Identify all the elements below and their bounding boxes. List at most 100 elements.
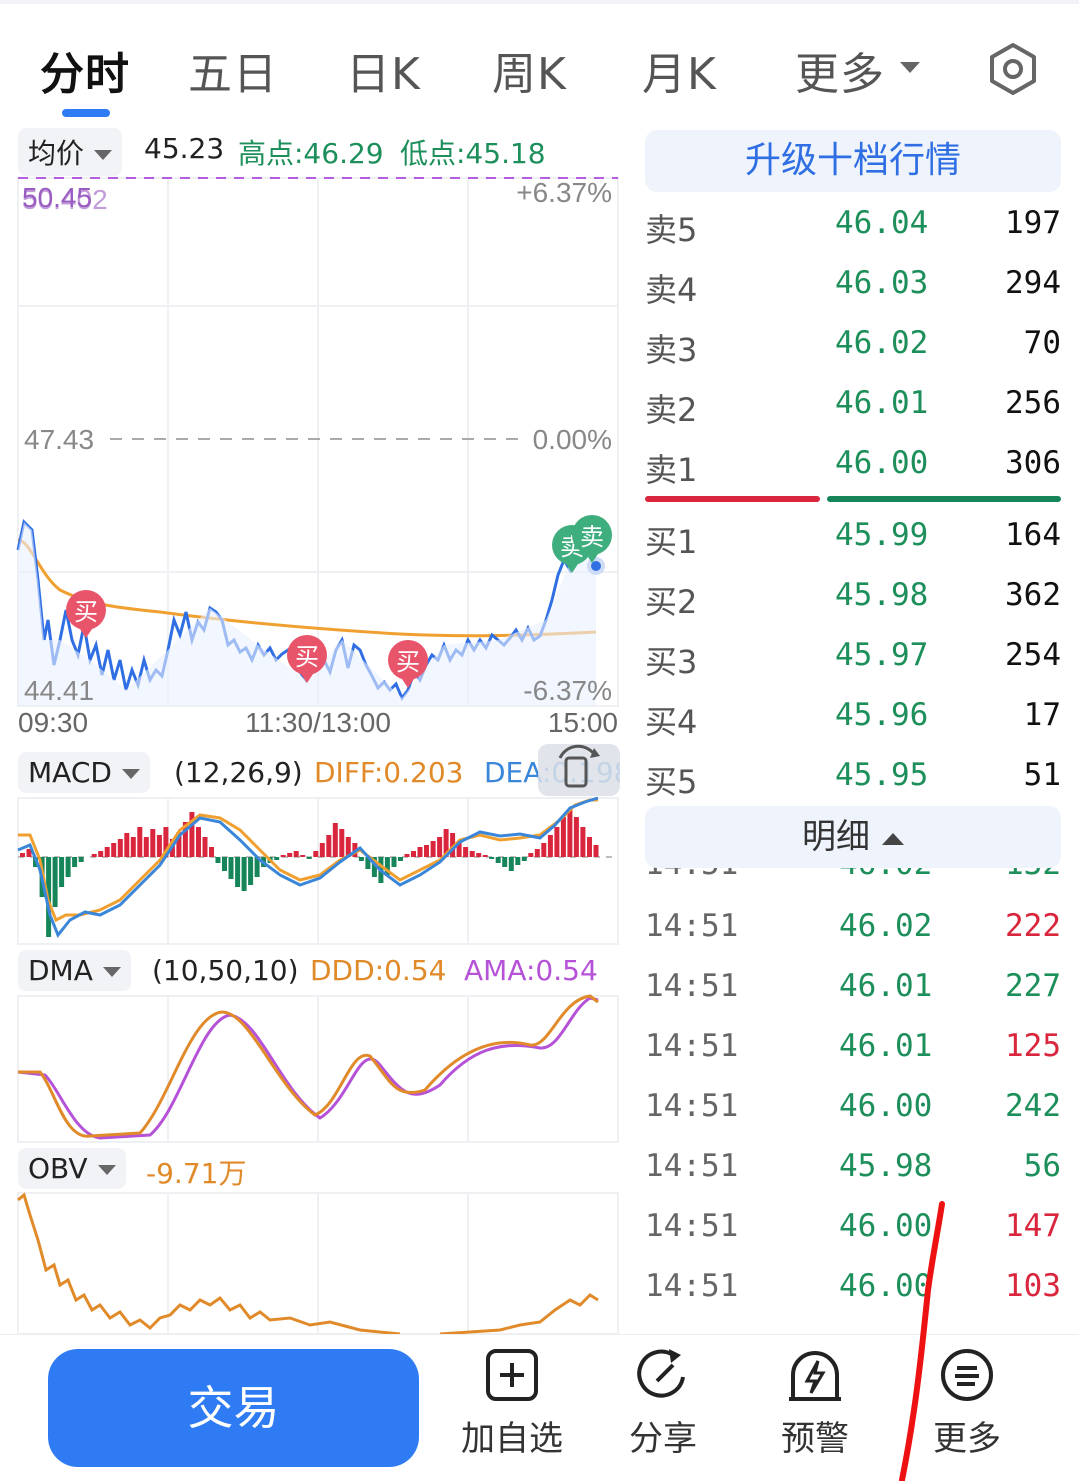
time-axis-mid: 11:30/13:00 (245, 707, 391, 738)
pct-axis-mid: 0.00% (533, 424, 612, 455)
detail-price: 45.98 (839, 1148, 933, 1184)
bid-level-label: 买3 (645, 643, 698, 681)
bid-level-label: 买1 (645, 523, 698, 561)
macd-bar (72, 857, 78, 867)
period-tabs: 分时 五日 日K 周K 月K 更多 (0, 0, 1079, 120)
detail-row: 14:51 46.00 103 (645, 1258, 1061, 1318)
dma-dropdown[interactable]: DMA (18, 950, 131, 991)
detail-row: 14:51 46.01 227 (645, 958, 1061, 1018)
macd-dea-line (18, 798, 598, 923)
ask-row[interactable]: 卖2 46.01 256 (645, 375, 1061, 435)
macd-bar (189, 812, 195, 857)
share-button[interactable]: 分享 (603, 1345, 723, 1460)
macd-histogram (20, 809, 599, 937)
macd-bar (391, 857, 397, 867)
bid-row[interactable]: 买4 45.96 17 (645, 687, 1061, 747)
ask-level-label: 卖5 (645, 211, 698, 249)
macd-bar (319, 843, 325, 857)
ask-row[interactable]: 卖3 46.02 70 (645, 315, 1061, 375)
chevron-up-icon (882, 832, 904, 845)
ask-row[interactable]: 卖5 46.04 197 (645, 195, 1061, 255)
dma-ama: AMA:0.54 (464, 954, 598, 987)
macd-bar (534, 849, 540, 857)
ask-row[interactable]: 卖4 46.03 294 (645, 255, 1061, 315)
tab-five-day[interactable]: 五日 (188, 49, 278, 100)
dma-grid (17, 995, 619, 1143)
upgrade-level10-button[interactable]: 升级十档行情 (645, 130, 1061, 192)
detail-time: 14:51 (645, 1268, 739, 1304)
detail-label: 明细 (802, 817, 870, 857)
detail-price: 46.00 (839, 1208, 933, 1244)
tab-intraday[interactable]: 分时 (40, 49, 130, 100)
detail-row: 14:51 46.01 125 (645, 1018, 1061, 1078)
share-icon (637, 1349, 685, 1398)
bid-row[interactable]: 买1 45.99 164 (645, 507, 1061, 567)
avg-dropdown[interactable]: 均价 (18, 128, 123, 176)
macd-bar (371, 857, 377, 877)
bid-level-label: 买4 (645, 703, 698, 741)
bid-row[interactable]: 买3 45.97 254 (645, 627, 1061, 687)
tab-more[interactable]: 更多 (795, 49, 885, 100)
tab-daily-k[interactable]: 日K (346, 49, 421, 100)
buy-marker: 买 (66, 590, 106, 638)
tab-weekly-k[interactable]: 周K (492, 49, 567, 100)
share-label: 分享 (629, 1419, 697, 1459)
macd-dropdown[interactable]: MACD (18, 752, 150, 793)
bid-row[interactable]: 买5 45.95 51 (645, 747, 1061, 807)
trade-button[interactable]: 交易 (48, 1349, 419, 1467)
obv-dropdown[interactable]: OBV (18, 1148, 126, 1189)
alert-button[interactable]: 预警 (755, 1345, 875, 1460)
rotate-screen-button[interactable] (538, 744, 620, 796)
macd-bar (209, 847, 214, 857)
dma-label: DMA (28, 954, 93, 987)
macd-bar (196, 827, 201, 857)
add-square-icon (486, 1349, 538, 1401)
current-dot (591, 561, 601, 571)
macd-bar (521, 857, 527, 861)
macd-bar (541, 843, 547, 857)
bid-price: 45.95 (835, 757, 929, 793)
macd-bar (313, 851, 319, 857)
macd-bar (345, 837, 351, 857)
time-axis-open: 09:30 (18, 707, 88, 738)
settings-icon[interactable] (986, 42, 1040, 96)
svg-text:买: 买 (295, 643, 319, 671)
price-axis-top-overlay: 50.402 (22, 184, 108, 215)
add-watchlist-button[interactable]: 加自选 (452, 1345, 572, 1460)
macd-bar (482, 855, 488, 857)
macd-bar (228, 857, 234, 879)
obv-header: OBV -9.71万 (18, 1146, 618, 1192)
detail-volume: 125 (1005, 1028, 1061, 1064)
macd-bar (573, 817, 579, 857)
detail-volume: 56 (1023, 1148, 1061, 1184)
detail-row: 14:51 46.00 147 (645, 1198, 1061, 1258)
alert-label: 预警 (781, 1419, 849, 1459)
macd-bar (437, 837, 443, 857)
detail-time: 14:51 (645, 1088, 739, 1124)
time-axis-close: 15:00 (548, 707, 618, 738)
macd-bar (332, 823, 338, 857)
macd-bar (554, 827, 560, 857)
macd-bar (150, 829, 156, 857)
ask-row[interactable]: 卖1 46.00 306 (645, 435, 1061, 495)
macd-bar (182, 822, 188, 857)
add-watchlist-label: 加自选 (461, 1419, 563, 1459)
detail-row: 14:51 46.00 242 (645, 1078, 1061, 1138)
bid-row[interactable]: 买2 45.98 362 (645, 567, 1061, 627)
intraday-chart[interactable]: 买 买 买 卖 卖 50.45 50.402 +6.37% 47.43 0.00… (0, 0, 625, 1334)
macd-bar (404, 854, 410, 857)
detail-toggle[interactable]: 明细 (645, 806, 1061, 868)
macd-bar (456, 843, 462, 857)
tab-monthly-k[interactable]: 月K (642, 49, 717, 100)
more-button[interactable]: 更多 (907, 1345, 1027, 1460)
chevron-down-icon (121, 769, 140, 779)
macd-diff: DIFF:0.203 (314, 756, 464, 789)
macd-bar (489, 857, 495, 859)
detail-price: 46.02 (839, 908, 933, 944)
ask-volume: 256 (1005, 385, 1061, 421)
macd-bar (111, 843, 117, 857)
price-axis-bottom: 44.41 (24, 675, 94, 706)
more-menu-icon (941, 1349, 993, 1401)
macd-bar (358, 857, 364, 861)
alert-bolt-icon (789, 1351, 841, 1401)
